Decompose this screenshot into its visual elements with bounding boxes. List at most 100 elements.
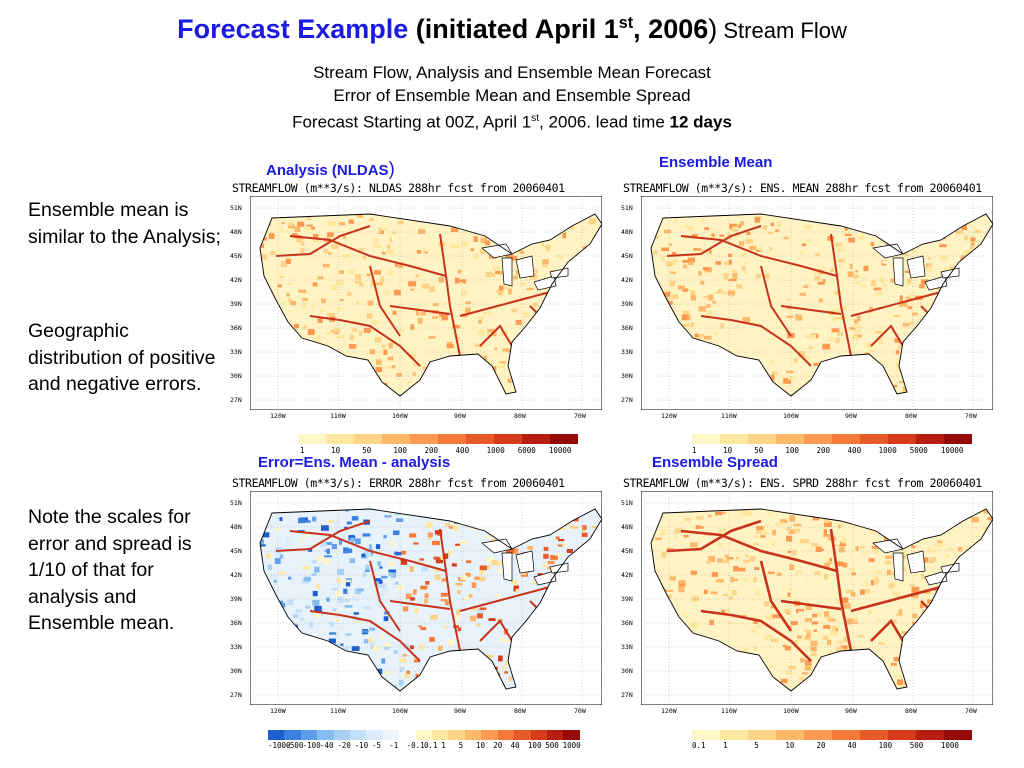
colorbar-segment [748, 730, 776, 740]
colorbar-tick-label: 1000 [486, 446, 505, 455]
panel-title: STREAMFLOW (m**3/s): NLDAS 288hr fcst fr… [232, 181, 565, 195]
lon-tick-label: 120W [661, 412, 677, 420]
label-spread: Ensemble Spread [652, 454, 778, 471]
colorbar-segment [916, 730, 944, 740]
colorbar-spread [692, 730, 972, 740]
colorbar-tick-label: 40 [510, 741, 520, 750]
subtitle-line1: Stream Flow, Analysis and Ensemble Mean … [313, 63, 711, 82]
lon-tick-label: 80W [905, 412, 917, 420]
lat-tick-label: 39N [230, 595, 242, 603]
label-analysis: Analysis (NLDAS) [266, 159, 395, 181]
panel-error: STREAMFLOW (m**3/s): ERROR 288hr fcst fr… [230, 475, 604, 715]
colorbar-segment [888, 434, 916, 444]
lon-tick-label: 70W [965, 412, 977, 420]
colorbar-segment [268, 730, 285, 740]
river-line [760, 265, 792, 337]
label-error: Error=Ens. Mean - analysis [258, 454, 451, 471]
lat-tick-label: 42N [230, 276, 242, 284]
lat-tick-label: 48N [621, 228, 633, 236]
coastline [259, 508, 602, 692]
river-line [309, 610, 421, 662]
lat-tick-label: 27N [621, 396, 633, 404]
streamflow-map [641, 491, 993, 705]
lat-tick-label: 42N [621, 571, 633, 579]
great-lake [906, 255, 926, 279]
colorbar-tick-label: 10000 [548, 446, 572, 455]
colorbar-tick-label: 20 [493, 741, 503, 750]
colorbar-tick-label: 100 [393, 446, 407, 455]
colorbar-tick-label: 20 [816, 741, 826, 750]
lat-tick-label: 30N [230, 667, 242, 675]
colorbar-tick-label: -5 [371, 741, 381, 750]
lat-tick-label: 42N [230, 571, 242, 579]
lat-tick-label: 51N [621, 499, 633, 507]
river-line [275, 225, 371, 257]
river-line [369, 265, 401, 337]
map-analysis: 51N 48N 45N 42N 39N 36N 33N 30N 27N 120W 110W 100W 9… [230, 196, 602, 420]
subtitle-line3-mid: , 2006. lead time [539, 112, 670, 132]
lat-tick-label: 45N [230, 547, 242, 555]
colorbar-tick-label: -40 [319, 741, 334, 750]
streamflow-map [250, 491, 602, 705]
colorbar-ensemble-mean [692, 434, 972, 444]
great-lake [906, 550, 926, 574]
coastline [650, 213, 993, 397]
colorbar-segment [692, 434, 720, 444]
colorbar-tick-label: 1 [723, 741, 728, 750]
ticks-ensemble-mean: 1 10 50 100 200 400 1000 5000 10000 [692, 446, 972, 455]
subtitle-line3-pre: Forecast Starting at 00Z, April 1 [292, 112, 532, 132]
lat-tick-label: 45N [621, 252, 633, 260]
river-line [309, 315, 421, 367]
title-bold-post: , 2006 [633, 14, 709, 44]
subtitle-line3-sup: st [531, 113, 540, 124]
colorbar-segment [432, 730, 449, 740]
colorbar-tick-label: -1 [389, 741, 399, 750]
colorbar-segment [410, 434, 438, 444]
panel-title: STREAMFLOW (m**3/s): ERROR 288hr fcst fr… [232, 476, 565, 490]
lat-tick-label: 30N [621, 372, 633, 380]
lon-tick-label: 90W [845, 412, 857, 420]
colorbar-tick-label: 100 [878, 741, 893, 750]
coastline [259, 213, 602, 397]
colorbar-segment [366, 730, 383, 740]
river-line [666, 519, 762, 553]
colorbar-tick-label: 0.1 [692, 741, 706, 750]
colorbar-segment [298, 434, 326, 444]
river-line [700, 609, 812, 662]
colorbar-tick-label: 400 [455, 446, 470, 455]
streamflow-map [250, 196, 602, 410]
lon-tick-label: 70W [965, 707, 977, 715]
great-lake [549, 562, 569, 574]
great-lake [940, 267, 960, 279]
lon-tick-label: 80W [905, 707, 917, 715]
river-line [275, 520, 371, 552]
lat-tick-label: 39N [621, 595, 633, 603]
title-sup: st [618, 14, 634, 32]
lat-tick-label: 39N [230, 300, 242, 308]
map-ensemble-mean: 51N 48N 45N 42N 39N 36N 33N 30N 27N 120W 110W 100W 9… [621, 196, 993, 420]
river-line [829, 528, 855, 662]
colorbar-segment [464, 730, 482, 740]
colorbar-segment [944, 434, 972, 444]
panel-title: STREAMFLOW (m**3/s): ENS. MEAN 288hr fcs… [623, 181, 982, 195]
colorbar-segment [720, 434, 748, 444]
title-paren: ) [708, 14, 718, 44]
colorbar-tick-label: 5 [458, 741, 464, 750]
colorbar-tick-label: 50 [754, 446, 764, 455]
colorbar-tick-label: 10 [331, 446, 341, 455]
colorbar-tick-label: 6000 [517, 446, 536, 455]
great-lake [515, 550, 535, 574]
lon-tick-label: 100W [783, 412, 799, 420]
colorbar-segment [860, 434, 888, 444]
lon-tick-label: 80W [514, 412, 526, 420]
lat-tick-label: 33N [230, 348, 242, 356]
colorbar-tick-label: 1 [692, 446, 697, 455]
label-ensemble-mean: Ensemble Mean [659, 154, 773, 171]
colorbar-segment [438, 434, 466, 444]
colorbar-segment [354, 434, 382, 444]
subtitle-line3-bold: 12 days [669, 112, 732, 132]
lat-tick-label: 42N [621, 276, 633, 284]
colorbar-segment [497, 730, 515, 740]
side-text-2: Geographic distribution of positive and … [28, 320, 216, 395]
title-blue: Forecast Example [177, 14, 409, 44]
